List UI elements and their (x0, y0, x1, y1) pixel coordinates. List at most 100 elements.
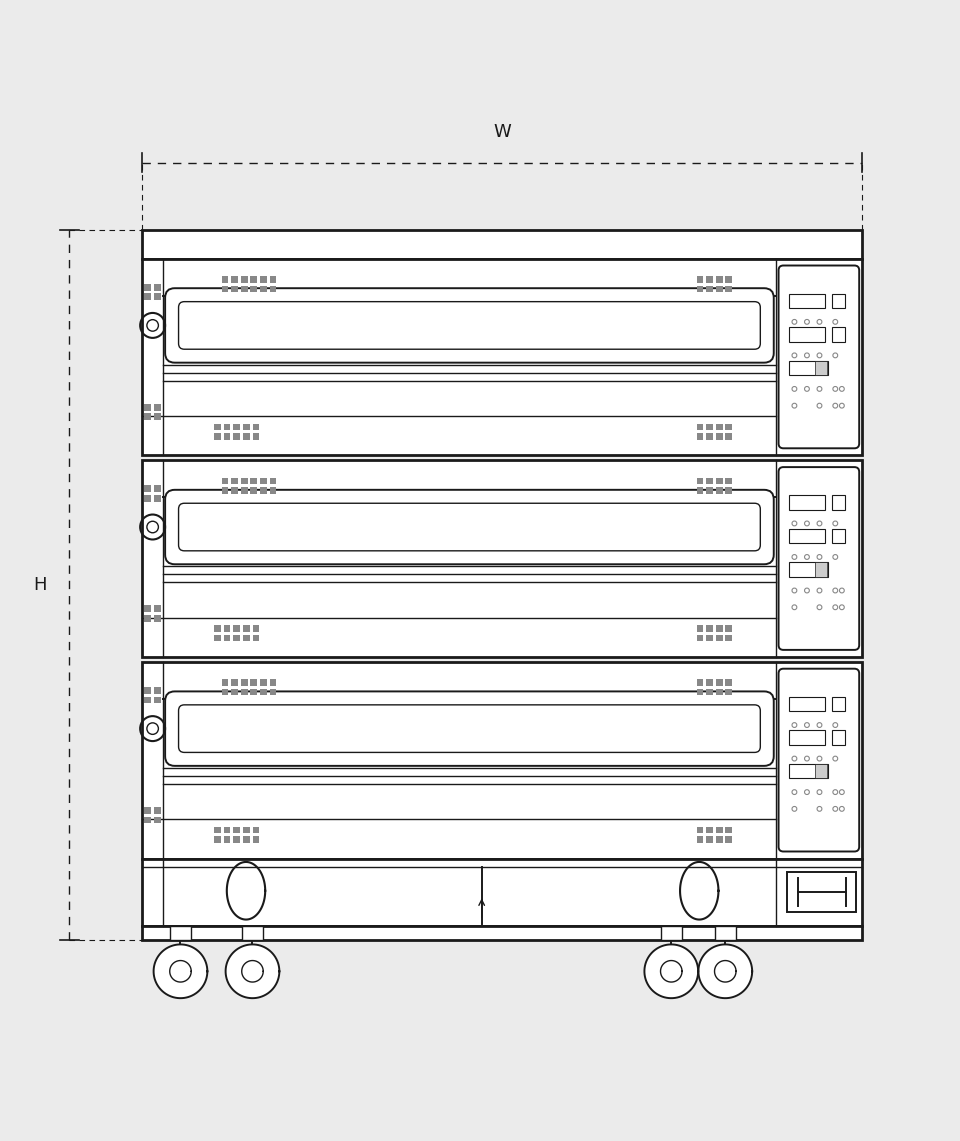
Bar (251, 478, 257, 484)
FancyBboxPatch shape (779, 467, 859, 650)
Bar (716, 478, 723, 484)
Bar (726, 285, 732, 292)
Bar (789, 495, 825, 510)
Bar (697, 423, 704, 430)
Bar (707, 285, 713, 292)
Bar (144, 615, 151, 622)
Bar (233, 827, 240, 833)
Bar (270, 689, 276, 696)
Bar (154, 615, 161, 622)
Bar (726, 634, 732, 641)
Bar (714, 925, 736, 940)
Bar (144, 485, 151, 492)
Bar (222, 285, 228, 292)
Bar (251, 285, 257, 292)
Bar (697, 276, 704, 283)
Polygon shape (226, 945, 279, 998)
Bar (716, 689, 723, 696)
Bar (241, 478, 248, 484)
Bar (154, 485, 161, 492)
Bar (716, 434, 723, 439)
FancyBboxPatch shape (165, 489, 774, 565)
Bar (260, 689, 267, 696)
Bar (144, 404, 151, 411)
Bar (707, 827, 713, 833)
Bar (222, 276, 228, 283)
Bar (154, 495, 161, 502)
Bar (214, 423, 221, 430)
Bar (697, 689, 704, 696)
Bar (231, 478, 238, 484)
Bar (716, 487, 723, 494)
Bar (660, 925, 682, 940)
Bar (260, 478, 267, 484)
Polygon shape (699, 945, 753, 998)
Bar (726, 679, 732, 686)
Bar (154, 413, 161, 420)
Bar (252, 434, 259, 439)
Bar (251, 487, 257, 494)
Bar (789, 293, 825, 308)
Bar (222, 487, 228, 494)
Bar (832, 495, 845, 510)
Bar (707, 836, 713, 843)
Bar (270, 487, 276, 494)
Bar (726, 689, 732, 696)
Bar (144, 697, 151, 703)
Bar (233, 836, 240, 843)
Bar (260, 487, 267, 494)
Bar (697, 679, 704, 686)
Bar (270, 478, 276, 484)
Bar (241, 689, 248, 696)
Bar (832, 528, 845, 543)
FancyBboxPatch shape (179, 705, 760, 752)
Bar (270, 285, 276, 292)
Bar (214, 434, 221, 439)
Bar (224, 434, 230, 439)
Bar (726, 625, 732, 632)
Bar (224, 423, 230, 430)
FancyBboxPatch shape (165, 289, 774, 363)
Bar (243, 625, 250, 632)
Bar (789, 697, 825, 711)
Bar (697, 827, 704, 833)
Bar (142, 662, 862, 858)
Bar (716, 276, 723, 283)
Bar (222, 689, 228, 696)
Bar (726, 827, 732, 833)
Bar (697, 478, 704, 484)
Bar (233, 625, 240, 632)
Bar (241, 276, 248, 283)
Bar (142, 858, 862, 925)
Bar (726, 478, 732, 484)
Bar (270, 679, 276, 686)
Bar (224, 634, 230, 641)
Bar (697, 836, 704, 843)
Bar (144, 606, 151, 613)
Bar (224, 836, 230, 843)
Bar (815, 361, 827, 375)
Bar (707, 434, 713, 439)
Bar (170, 925, 191, 940)
Bar (716, 827, 723, 833)
Bar (716, 634, 723, 641)
Bar (697, 487, 704, 494)
Bar (241, 679, 248, 686)
Bar (154, 687, 161, 694)
Bar (144, 817, 151, 824)
Bar (697, 285, 704, 292)
Bar (231, 276, 238, 283)
Bar (260, 276, 267, 283)
Bar (697, 625, 704, 632)
Bar (789, 528, 825, 543)
Bar (243, 836, 250, 843)
Bar (142, 460, 862, 657)
Bar (716, 679, 723, 686)
Bar (832, 730, 845, 745)
Bar (789, 764, 828, 778)
Bar (241, 487, 248, 494)
Bar (789, 327, 825, 341)
Bar (251, 276, 257, 283)
Bar (716, 285, 723, 292)
Bar (154, 697, 161, 703)
